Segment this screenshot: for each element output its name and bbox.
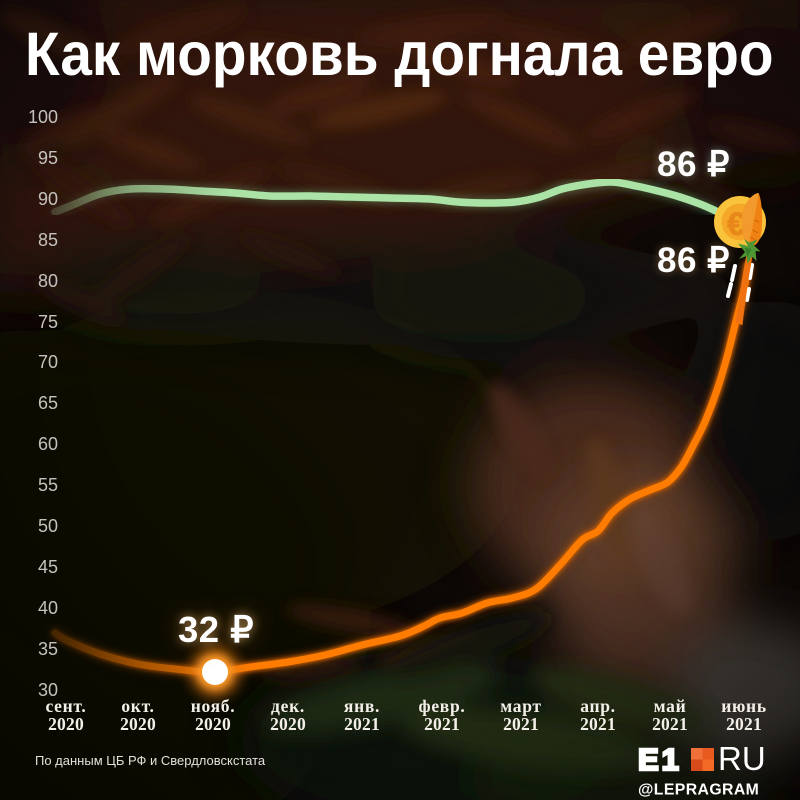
svg-text:@LEPRAGRAM: @LEPRAGRAM: [638, 782, 759, 799]
svg-text:RU: RU: [718, 742, 766, 777]
svg-text:€: €: [727, 206, 745, 242]
svg-text:E1: E1: [638, 742, 682, 777]
